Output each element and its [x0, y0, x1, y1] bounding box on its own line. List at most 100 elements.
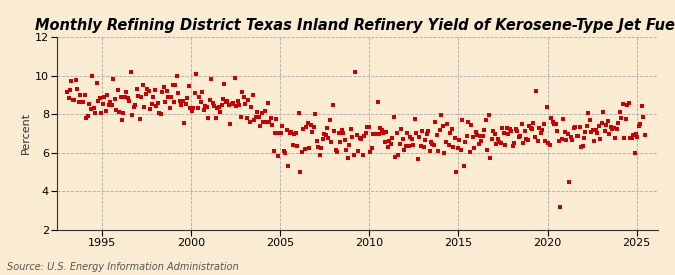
Point — [121, 89, 132, 94]
Point — [138, 83, 148, 87]
Point — [519, 129, 530, 134]
Point — [371, 132, 381, 136]
Point — [341, 148, 352, 152]
Point — [537, 128, 548, 132]
Point — [482, 148, 493, 153]
Point — [461, 134, 472, 138]
Point — [421, 132, 432, 136]
Point — [169, 100, 180, 104]
Point — [65, 88, 76, 92]
Point — [273, 153, 284, 158]
Point — [400, 144, 411, 148]
Point — [227, 102, 238, 106]
Point — [275, 130, 286, 135]
Point — [531, 89, 542, 93]
Point — [362, 125, 373, 129]
Point — [464, 150, 475, 155]
Point — [101, 108, 111, 113]
Point — [409, 116, 420, 121]
Point — [310, 112, 321, 116]
Point — [323, 136, 334, 141]
Point — [157, 90, 167, 95]
Point — [617, 102, 628, 106]
Point — [259, 109, 270, 113]
Point — [173, 91, 184, 95]
Point — [587, 128, 598, 132]
Point — [405, 135, 416, 139]
Point — [87, 73, 98, 78]
Point — [61, 89, 72, 94]
Point — [167, 83, 178, 87]
Point — [574, 125, 585, 130]
Point — [518, 141, 529, 146]
Point — [306, 130, 317, 134]
Point — [598, 109, 609, 114]
Point — [457, 118, 468, 122]
Point — [369, 132, 380, 136]
Point — [410, 131, 421, 135]
Point — [456, 148, 466, 153]
Point — [622, 102, 632, 107]
Point — [302, 120, 313, 125]
Point — [314, 152, 325, 157]
Point — [591, 128, 601, 132]
Point — [236, 114, 246, 119]
Point — [479, 128, 490, 133]
Point — [127, 113, 138, 117]
Point — [117, 118, 128, 122]
Point — [473, 141, 484, 146]
Point — [249, 118, 260, 122]
Point — [406, 136, 417, 141]
Point — [586, 130, 597, 134]
Point — [624, 136, 635, 140]
Point — [81, 116, 92, 120]
Point — [153, 100, 163, 105]
Point — [221, 100, 232, 104]
Point — [277, 124, 288, 128]
Point — [604, 132, 615, 136]
Point — [488, 129, 499, 133]
Point — [145, 107, 156, 111]
Point — [520, 137, 531, 142]
Point — [458, 164, 469, 168]
Point — [82, 114, 93, 118]
Point — [356, 137, 367, 142]
Point — [99, 95, 109, 100]
Point — [510, 127, 521, 131]
Point — [205, 98, 215, 102]
Point — [344, 143, 354, 147]
Point — [216, 103, 227, 108]
Point — [528, 121, 539, 126]
Point — [340, 138, 350, 142]
Point — [567, 138, 578, 142]
Point — [279, 149, 290, 154]
Point — [375, 126, 386, 130]
Point — [331, 147, 342, 152]
Point — [360, 131, 371, 136]
Point — [381, 130, 392, 134]
Point — [547, 120, 558, 124]
Point — [583, 111, 594, 115]
Point — [476, 139, 487, 144]
Point — [231, 104, 242, 108]
Point — [179, 121, 190, 125]
Point — [130, 103, 141, 107]
Point — [201, 105, 212, 109]
Point — [346, 127, 356, 131]
Point — [105, 100, 115, 104]
Point — [281, 127, 292, 132]
Point — [175, 98, 186, 103]
Point — [305, 123, 316, 128]
Point — [290, 131, 301, 135]
Point — [158, 84, 169, 89]
Point — [102, 92, 113, 97]
Point — [244, 120, 255, 124]
Point — [97, 102, 108, 106]
Point — [222, 99, 233, 103]
Point — [593, 123, 604, 128]
Point — [639, 133, 650, 137]
Point — [378, 131, 389, 135]
Point — [209, 103, 219, 108]
Point — [264, 119, 275, 124]
Point — [595, 137, 605, 141]
